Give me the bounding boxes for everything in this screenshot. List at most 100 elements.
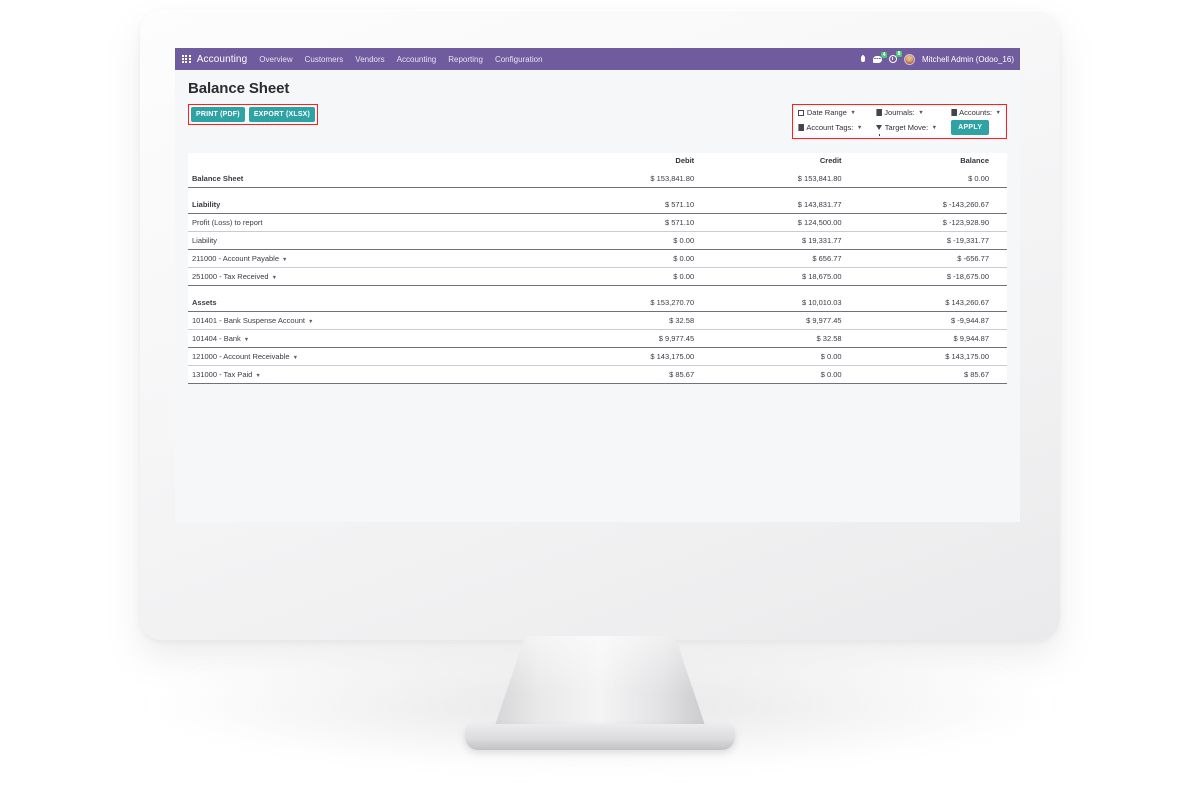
book-icon [798, 124, 804, 131]
row-balance: $ -123,928.90 [942, 218, 989, 227]
filter-grid: Date Range ▼ Journals: ▼ Accounts: [795, 107, 1004, 136]
table-row[interactable]: 101404 - Bank ▼ $ 9,977.45 $ 32.58 $ 9,944.8… [188, 330, 1007, 348]
chevron-down-icon: ▼ [995, 109, 1001, 116]
row-debit: $ 0.00 [673, 236, 695, 245]
row-balance: $ -19,331.77 [946, 236, 989, 245]
chevron-down-icon: ▼ [850, 109, 856, 116]
menu-item-customers[interactable]: Customers [304, 54, 344, 64]
app-brand-accounting[interactable]: Accounting [196, 53, 248, 65]
user-avatar[interactable] [903, 53, 915, 65]
filter-journals[interactable]: Journals: ▼ [876, 108, 937, 117]
messages-icon[interactable]: 4 [872, 51, 887, 63]
chevron-down-icon: ▼ [918, 109, 924, 116]
table-row[interactable]: 251000 - Tax Received ▼ $ 0.00 $ 18,675.00 $… [188, 268, 1007, 286]
monitor-stand-neck [490, 636, 710, 740]
activities-badge: 8 [895, 51, 902, 57]
row-debit: $ 143,175.00 [650, 352, 695, 361]
filter-account-tags[interactable]: Account Tags: ▼ [798, 123, 862, 132]
control-row: PRINT (PDF) EXPORT (XLSX) Date Range ▼ [188, 104, 1007, 139]
username-label[interactable]: Mitchell Admin (Odoo_16) [921, 54, 1014, 64]
row-credit: $ 19,331.77 [801, 236, 842, 245]
debug-bug-icon[interactable] [860, 54, 866, 63]
row-balance: $ 0.00 [968, 174, 989, 183]
menu-item-vendors[interactable]: Vendors [355, 54, 385, 64]
menu-item-overview[interactable]: Overview [259, 54, 293, 64]
filter-target-move[interactable]: Target Move: ▼ [876, 123, 937, 136]
row-credit: $ 0.00 [820, 352, 842, 361]
row-balance: $ -9,944.87 [951, 316, 989, 325]
navbar-right-cluster: 4 8 Mitchell Admin (Odoo_16) [860, 51, 1014, 65]
col-header-debit: Debit [675, 156, 695, 165]
chevron-down-icon[interactable]: ▼ [255, 373, 261, 379]
row-balance: $ -143,260.67 [942, 200, 989, 209]
activities-clock-icon[interactable]: 8 [888, 51, 902, 63]
menu-item-reporting[interactable]: Reporting [448, 54, 483, 64]
messages-badge: 4 [880, 51, 887, 58]
table-row[interactable]: 101401 - Bank Suspense Account ▼ $ 32.58 $ … [188, 312, 1007, 330]
row-spacer [188, 188, 1007, 197]
main-menu: Overview Customers Vendors Accounting Re… [259, 55, 542, 64]
print-pdf-button[interactable]: PRINT (PDF) [191, 107, 245, 122]
chevron-down-icon[interactable]: ▼ [243, 337, 250, 343]
apps-grid-icon[interactable] [182, 54, 191, 64]
calendar-icon [798, 109, 805, 116]
chevron-down-icon[interactable]: ▼ [282, 257, 288, 263]
chevron-down-icon: ▼ [856, 124, 863, 131]
row-balance: $ 143,260.67 [945, 298, 989, 307]
book-icon [876, 109, 882, 116]
row-label: 211000 - Account Payable ▼ [192, 254, 288, 263]
row-debit: $ 571.10 [664, 200, 695, 209]
filter-panel-highlight: Date Range ▼ Journals: ▼ Accounts: [792, 104, 1007, 139]
monitor-screen: Accounting Overview Customers Vendors Ac… [175, 48, 1020, 522]
row-label: Profit (Loss) to report [192, 218, 263, 227]
filter-accounts[interactable]: Accounts: ▼ [951, 108, 1001, 117]
row-debit: $ 153,270.70 [650, 298, 695, 307]
row-label: Balance Sheet [192, 174, 244, 183]
filter-target-move-label: Target Move: [884, 123, 929, 132]
row-debit: $ 85.67 [669, 370, 695, 379]
table-row[interactable]: 211000 - Account Payable ▼ $ 0.00 $ 656.77 $… [188, 250, 1007, 268]
chevron-down-icon[interactable]: ▼ [292, 355, 299, 361]
row-balance: $ -656.77 [957, 254, 989, 263]
row-debit: $ 153,841.80 [650, 174, 695, 183]
export-xlsx-button[interactable]: EXPORT (XLSX) [248, 107, 316, 122]
row-credit: $ 153,841.80 [797, 174, 842, 183]
page-title: Balance Sheet [188, 80, 290, 97]
row-balance: $ 85.67 [963, 370, 989, 379]
col-header-balance: Balance [960, 156, 989, 165]
menu-item-configuration[interactable]: Configuration [494, 54, 543, 64]
filter-date-range[interactable]: Date Range ▼ [798, 108, 862, 117]
row-label: Assets [192, 298, 217, 307]
table-row: Liability $ 0.00 $ 19,331.77 $ -19,331.77 [188, 232, 1007, 250]
row-balance: $ -18,675.00 [946, 272, 989, 281]
filter-date-range-label: Date Range [806, 108, 847, 117]
table-header-row: Debit Credit Balance [188, 153, 1007, 170]
table-row: Assets $ 153,270.70 $ 10,010.03 $ 143,260.6… [188, 294, 1007, 312]
col-header-name [188, 153, 565, 170]
filter-accounts-label: Accounts: [959, 108, 993, 117]
table-row: Balance Sheet $ 153,841.80 $ 153,841.80 $ 0… [188, 170, 1007, 188]
row-credit: $ 10,010.03 [801, 298, 842, 307]
row-label: 101401 - Bank Suspense Account ▼ [192, 316, 314, 325]
row-balance: $ 143,175.00 [945, 352, 989, 361]
table-body: Balance Sheet $ 153,841.80 $ 153,841.80 $ 0… [188, 170, 1007, 384]
apply-button[interactable]: APPLY [951, 120, 990, 135]
chevron-down-icon[interactable]: ▼ [271, 275, 278, 281]
row-credit: $ 656.77 [812, 254, 842, 263]
funnel-icon [876, 125, 883, 136]
row-debit: $ 0.00 [673, 272, 695, 281]
row-debit: $ 0.00 [673, 254, 695, 263]
filter-account-tags-label: Account Tags: [806, 123, 854, 132]
row-credit: $ 0.00 [820, 370, 842, 379]
row-label: 121000 - Account Receivable ▼ [192, 352, 299, 361]
col-header-credit: Credit [819, 156, 842, 165]
menu-item-accounting[interactable]: Accounting [396, 54, 437, 64]
row-debit: $ 9,977.45 [658, 334, 695, 343]
row-spacer [188, 286, 1007, 295]
monitor-stand-base [465, 724, 735, 750]
book-icon [951, 109, 957, 116]
chevron-down-icon[interactable]: ▼ [308, 319, 314, 325]
table-row[interactable]: 131000 - Tax Paid ▼ $ 85.67 $ 0.00 $ 85.67 [188, 366, 1007, 384]
table-row[interactable]: 121000 - Account Receivable ▼ $ 143,175.00… [188, 348, 1007, 366]
row-credit: $ 32.58 [816, 334, 842, 343]
